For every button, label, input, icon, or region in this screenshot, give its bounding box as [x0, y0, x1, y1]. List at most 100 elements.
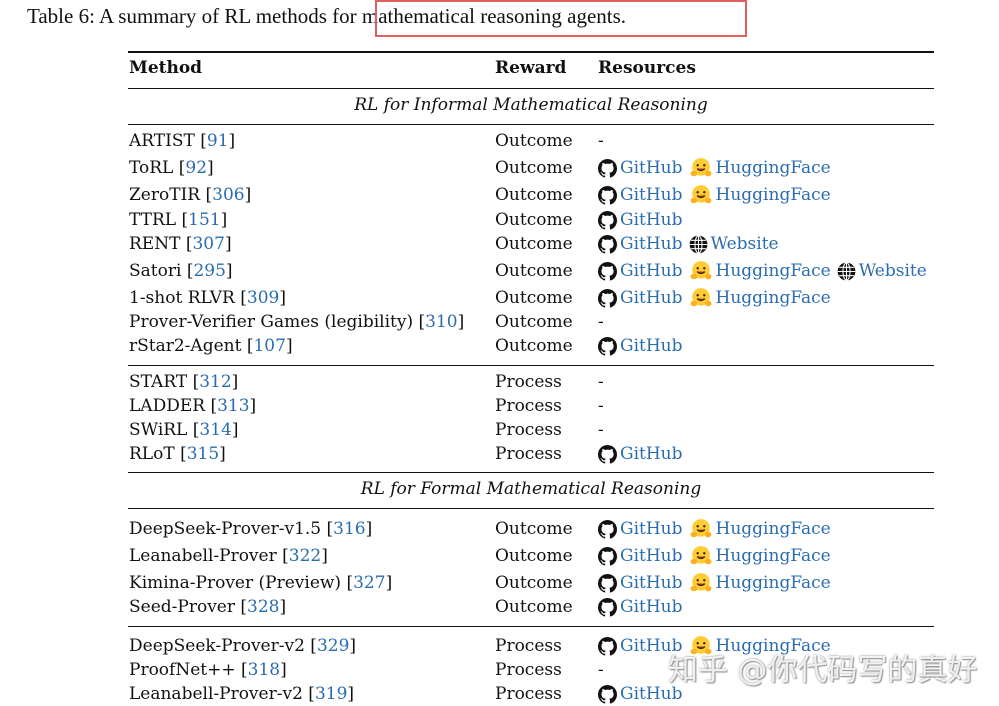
citation-link[interactable]: 312 — [199, 372, 232, 392]
github-link[interactable]: GitHub — [598, 208, 683, 232]
citation-link[interactable]: 306 — [212, 185, 245, 205]
table-row: DeepSeek-Prover-v2 [329] Process GitHub Hug… — [0, 634, 999, 658]
globe-icon — [837, 261, 859, 281]
citation-link[interactable]: 107 — [253, 336, 286, 356]
huggingface-link[interactable]: HuggingFace — [689, 544, 831, 568]
citation-link[interactable]: 92 — [185, 158, 208, 178]
github-link[interactable]: GitHub — [598, 232, 683, 256]
huggingface-link[interactable]: HuggingFace — [689, 183, 831, 207]
citation-link[interactable]: 327 — [353, 573, 386, 593]
method-cell: rStar2-Agent [107] — [129, 336, 293, 356]
resource-label: GitHub — [620, 444, 683, 464]
resources-cell: - — [598, 310, 604, 334]
reward-cell: Outcome — [495, 573, 573, 593]
github-icon — [598, 288, 620, 308]
citation-link[interactable]: 91 — [206, 131, 229, 151]
resource-label: GitHub — [620, 185, 683, 205]
github-link[interactable]: GitHub — [598, 442, 683, 466]
method-name: SWiRL — [129, 420, 188, 440]
resources-cell: GitHub HuggingFace — [598, 156, 837, 180]
citation-link[interactable]: 315 — [186, 444, 220, 464]
citation-link[interactable]: 309 — [246, 288, 280, 308]
citation-link[interactable]: 318 — [247, 660, 281, 680]
citation-link[interactable]: 313 — [217, 396, 250, 416]
citation-link[interactable]: 295 — [193, 261, 226, 281]
github-link[interactable]: GitHub — [598, 156, 683, 180]
resource-label: Website — [710, 234, 779, 254]
citation-link[interactable]: 316 — [333, 519, 366, 539]
reward-cell: Process — [495, 420, 562, 440]
huggingface-link[interactable]: HuggingFace — [689, 571, 831, 595]
resource-label: HuggingFace — [715, 636, 831, 656]
method-cell: DeepSeek-Prover-v2 [329] — [129, 636, 357, 656]
huggingface-icon — [689, 184, 716, 206]
github-link[interactable]: GitHub — [598, 544, 683, 568]
github-icon — [598, 185, 620, 205]
github-link[interactable]: GitHub — [598, 334, 683, 358]
huggingface-link[interactable]: HuggingFace — [689, 286, 831, 310]
resources-cell: - — [598, 129, 604, 153]
method-cell: TTRL [151] — [129, 210, 228, 230]
huggingface-link[interactable]: HuggingFace — [689, 259, 831, 283]
method-name: LADDER — [129, 396, 206, 416]
citation-link[interactable]: 151 — [188, 210, 221, 230]
reward-cell: Outcome — [495, 131, 573, 151]
citation-link[interactable]: 319 — [314, 684, 348, 704]
method-cell: RLoT [315] — [129, 444, 226, 464]
resource-label: GitHub — [620, 288, 683, 308]
method-cell: Kimina-Prover (Preview) [327] — [129, 573, 393, 593]
reward-cell: Outcome — [495, 158, 573, 178]
empty-marker: - — [598, 312, 604, 332]
citation-link[interactable]: 328 — [247, 597, 280, 617]
reward-cell: Process — [495, 372, 562, 392]
table-row: RLoT [315] Process GitHub — [0, 442, 999, 466]
table-row: Kimina-Prover (Preview) [327] Outcome GitH… — [0, 571, 999, 595]
github-link[interactable]: GitHub — [598, 682, 683, 706]
huggingface-link[interactable]: HuggingFace — [689, 156, 831, 180]
group-rule — [128, 365, 934, 366]
citation-link[interactable]: 314 — [199, 420, 232, 440]
method-name: 1-shot RLVR — [129, 288, 235, 308]
method-cell: Satori [295] — [129, 261, 233, 281]
website-link[interactable]: Website — [689, 232, 779, 256]
github-link[interactable]: GitHub — [598, 595, 683, 619]
section-title: RL for Informal Mathematical Reasoning — [354, 95, 708, 115]
huggingface-link[interactable]: HuggingFace — [689, 634, 831, 658]
method-name: Seed-Prover — [129, 597, 235, 617]
github-link[interactable]: GitHub — [598, 634, 683, 658]
resources-cell: GitHub HuggingFace — [598, 183, 837, 207]
reward-cell: Outcome — [495, 312, 573, 332]
method-cell: ZeroTIR [306] — [129, 185, 252, 205]
method-cell: LADDER [313] — [129, 396, 257, 416]
reward-cell: Process — [495, 660, 562, 680]
section-title: RL for Formal Mathematical Reasoning — [360, 479, 702, 499]
citation-link[interactable]: 310 — [425, 312, 458, 332]
method-name: START — [129, 372, 188, 392]
resource-label: GitHub — [620, 336, 683, 356]
resource-label: HuggingFace — [715, 288, 831, 308]
huggingface-icon — [689, 260, 716, 282]
github-link[interactable]: GitHub — [598, 517, 683, 541]
method-name: DeepSeek-Prover-v1.5 — [129, 519, 322, 539]
github-icon — [598, 234, 620, 254]
citation-link[interactable]: 329 — [316, 636, 350, 656]
method-name: RENT — [129, 234, 181, 254]
github-link[interactable]: GitHub — [598, 183, 683, 207]
github-link[interactable]: GitHub — [598, 571, 683, 595]
citation-link[interactable]: 322 — [288, 546, 322, 566]
method-cell: DeepSeek-Prover-v1.5 [316] — [129, 519, 373, 539]
github-icon — [598, 444, 620, 464]
method-name: Satori — [129, 261, 182, 281]
github-link[interactable]: GitHub — [598, 259, 683, 283]
method-name: Leanabell-Prover — [129, 546, 277, 566]
resource-label: GitHub — [620, 597, 683, 617]
group-rule — [128, 626, 934, 627]
reward-cell: Outcome — [495, 234, 573, 254]
reward-cell: Outcome — [495, 597, 573, 617]
reward-cell: Outcome — [495, 288, 573, 308]
huggingface-link[interactable]: HuggingFace — [689, 517, 831, 541]
citation-link[interactable]: 307 — [192, 234, 225, 254]
website-link[interactable]: Website — [837, 259, 927, 283]
github-link[interactable]: GitHub — [598, 286, 683, 310]
watermark: 知乎 @你代码写的真好 — [668, 653, 978, 688]
